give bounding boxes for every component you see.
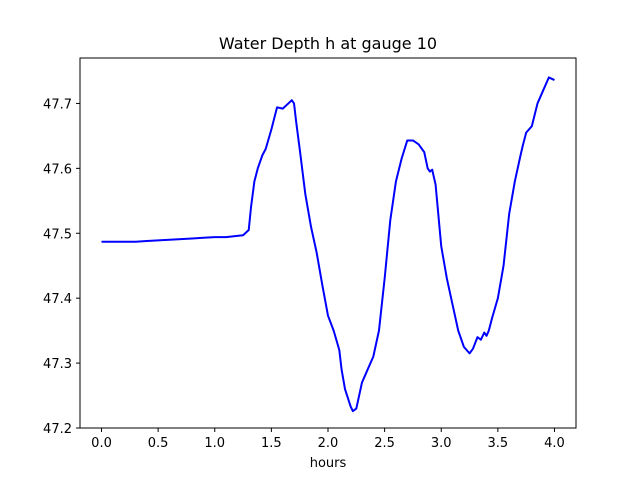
y-axis-ticks: 47.2 47.3 47.4 47.5 47.6 47.7 xyxy=(43,97,80,437)
x-tick-label: 3.5 xyxy=(488,436,509,451)
series-layer xyxy=(101,76,555,413)
x-tick-label: 0.0 xyxy=(91,436,112,451)
x-axis-ticks: 0.0 0.5 1.0 1.5 2.0 2.5 3.0 3.5 4.0 xyxy=(91,428,565,451)
y-tick-label: 47.5 xyxy=(43,227,72,242)
x-axis-label: hours xyxy=(310,456,347,471)
x-tick-label: 3.0 xyxy=(431,436,452,451)
y-tick-label: 47.6 xyxy=(43,162,72,177)
chart-title: Water Depth h at gauge 10 xyxy=(219,34,437,53)
x-tick-label: 1.5 xyxy=(261,436,282,451)
x-tick-label: 0.5 xyxy=(148,436,169,451)
x-tick-label: 2.5 xyxy=(374,436,395,451)
x-tick-label: 4.0 xyxy=(544,436,565,451)
y-tick-label: 47.7 xyxy=(43,97,72,112)
y-tick-label: 47.3 xyxy=(43,357,72,372)
y-tick-label: 47.4 xyxy=(43,292,72,307)
plot-area xyxy=(80,58,576,428)
series-line-0 xyxy=(101,76,555,413)
x-tick-label: 2.0 xyxy=(318,436,339,451)
y-tick-label: 47.2 xyxy=(43,422,72,437)
x-tick-label: 1.0 xyxy=(204,436,225,451)
